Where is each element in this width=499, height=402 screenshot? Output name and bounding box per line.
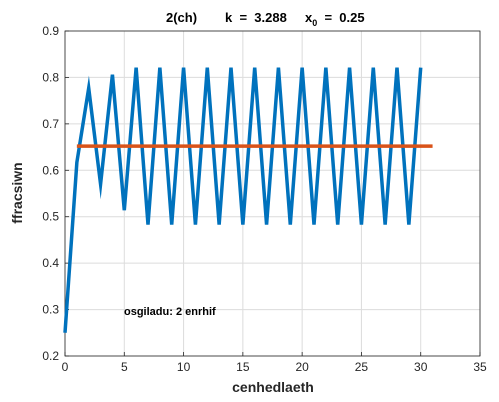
y-tick-label: 0.9 xyxy=(42,24,59,38)
title-label: 2(ch) xyxy=(166,10,197,25)
x-tick-label: 25 xyxy=(355,360,369,374)
y-tick-label: 0.5 xyxy=(42,210,59,224)
x-tick-label: 5 xyxy=(121,360,128,374)
y-tick-label: 0.4 xyxy=(42,256,59,270)
x-axis: 0 5 10 15 20 25 30 35 xyxy=(62,352,487,374)
x-tick-label: 30 xyxy=(414,360,428,374)
y-tick-label: 0.7 xyxy=(42,117,59,131)
x-tick-label: 35 xyxy=(473,360,487,374)
series-layer xyxy=(63,67,433,333)
title-x0-prefix: x xyxy=(305,10,313,25)
y-tick-label: 0.3 xyxy=(42,303,59,317)
y-axis: 0.2 0.3 0.4 0.5 0.6 0.7 0.8 0.9 xyxy=(42,24,69,363)
y-tick-label: 0.8 xyxy=(42,70,59,84)
title-k: k = 3.288 xyxy=(225,10,287,25)
y-tick-label: 0.2 xyxy=(42,349,59,363)
y-tick-label: 0.6 xyxy=(42,163,59,177)
title-x0: x0 = 0.25 xyxy=(305,10,365,28)
x-tick-label: 10 xyxy=(177,360,191,374)
title-x0-suffix: = 0.25 xyxy=(317,10,364,25)
title-x0-sub: 0 xyxy=(312,18,317,28)
plot-area xyxy=(64,30,481,357)
x-tick-label: 15 xyxy=(236,360,250,374)
annotation: osgiladu: 2 enrhif xyxy=(124,306,216,318)
x-tick-label: 20 xyxy=(295,360,309,374)
x-tick-label: 0 xyxy=(62,360,69,374)
y-axis-label: ffracsiwn xyxy=(9,162,25,223)
series-line-fraction xyxy=(63,67,423,333)
x-axis-label: cenhedlaeth xyxy=(232,379,314,395)
